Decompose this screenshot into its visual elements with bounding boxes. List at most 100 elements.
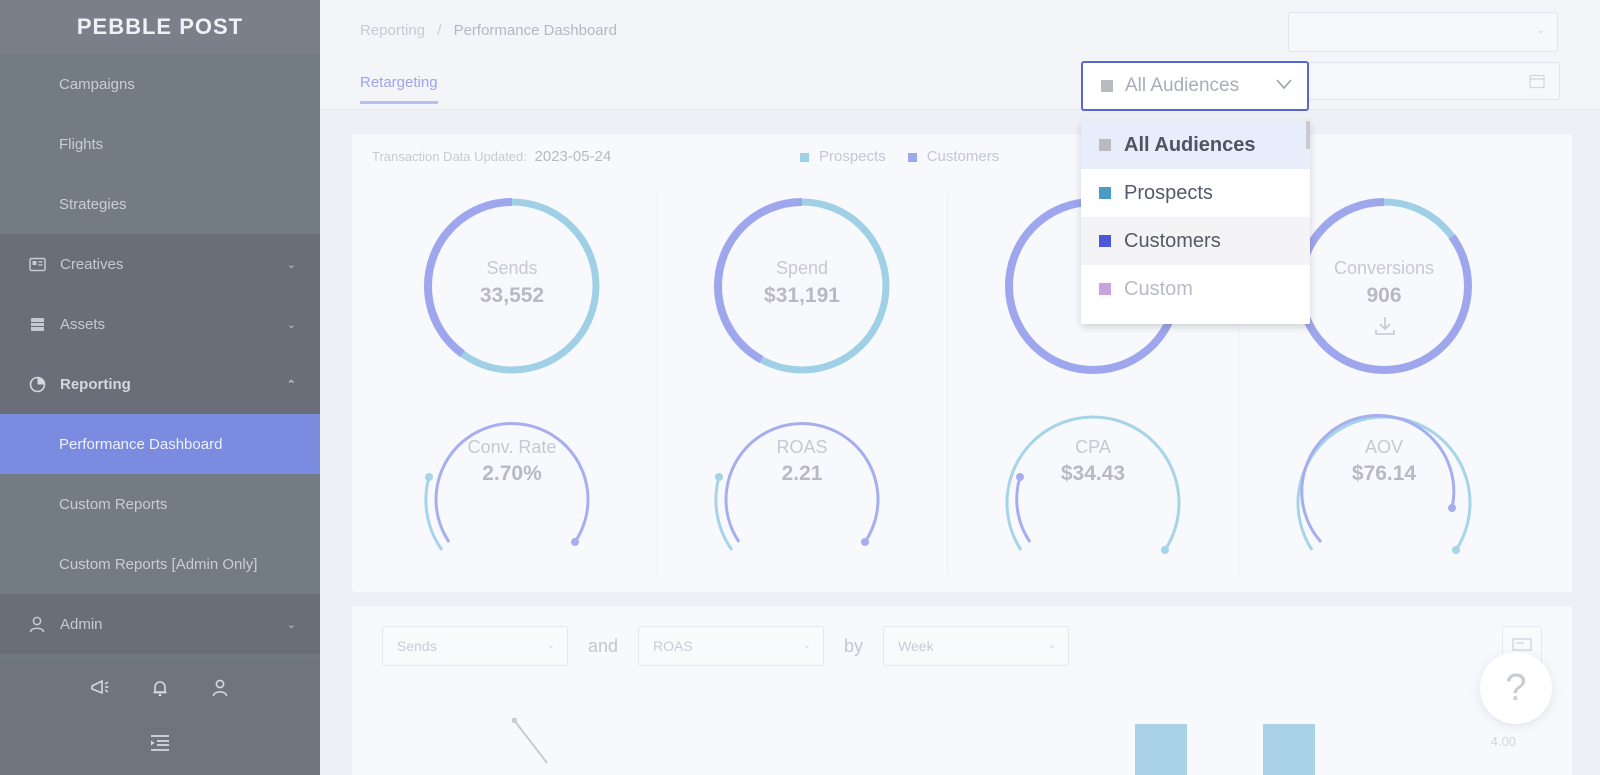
joiner-and: and <box>588 635 619 656</box>
summary-card: Transaction Data Updated: 2023-05-24 Pro… <box>352 134 1572 592</box>
chart-bar[interactable] <box>1135 724 1187 775</box>
chevron-down-icon: ⌄ <box>1536 25 1545 36</box>
breadcrumb: Reporting / Performance Dashboard <box>360 22 617 39</box>
chevron-down-icon: ⌄ <box>1047 640 1057 651</box>
page-header: Reporting / Performance Dashboard Retarg… <box>320 0 1600 110</box>
sidebar: PEBBLE POST Campaigns Flights Strategies… <box>0 0 320 775</box>
audience-color-swatch <box>1101 80 1113 92</box>
sidebar-item-strategies[interactable]: Strategies <box>59 195 127 213</box>
sidebar-item-custom-reports[interactable]: Custom Reports <box>59 495 168 513</box>
sidebar-group-reporting[interactable]: Reporting ⌃ <box>0 354 320 414</box>
gauge-value: 906 <box>1366 284 1402 307</box>
trend-line <box>512 718 548 764</box>
sidebar-footer <box>0 660 320 775</box>
audience-option-customers[interactable]: Customers <box>1081 217 1310 265</box>
gauge-value: 2.21 <box>781 462 823 485</box>
bell-icon[interactable] <box>150 678 170 698</box>
audience-select[interactable]: All Audiences <box>1081 61 1309 111</box>
gauge-label: Sends <box>486 258 538 278</box>
chevron-down-icon: ⌄ <box>286 258 296 271</box>
sidebar-group-creatives[interactable]: Creatives ⌄ <box>0 234 320 294</box>
gauge-label: Conversions <box>1333 258 1435 278</box>
gauge-label: Conv. Rate <box>467 437 557 457</box>
help-button[interactable]: ? <box>1480 652 1552 724</box>
grid-icon <box>28 315 46 333</box>
audience-menu: All Audiences Prospects Customers Custom <box>1081 121 1310 324</box>
joiner-by: by <box>844 635 864 656</box>
divider <box>947 194 948 574</box>
cpa-gauge[interactable]: CPA $34.43 <box>993 382 1193 582</box>
chevron-up-icon: ⌃ <box>286 378 296 391</box>
chevron-down-icon: ⌄ <box>286 618 296 631</box>
breadcrumb-parent[interactable]: Reporting <box>360 22 426 39</box>
sidebar-item-custom-reports-admin[interactable]: Custom Reports [Admin Only] <box>59 555 258 573</box>
main-content: Reporting / Performance Dashboard Retarg… <box>320 0 1600 775</box>
metric2-select[interactable]: ROAS ⌄ <box>638 626 825 666</box>
chevron-down-icon: ⌄ <box>546 640 555 651</box>
date-range-field[interactable] <box>1290 62 1560 100</box>
chevron-down-icon <box>1275 77 1293 95</box>
gauge-label: AOV <box>1364 437 1403 457</box>
conversions-gauge[interactable]: Conversions 906 <box>1284 186 1484 386</box>
audience-color-swatch <box>1099 139 1111 151</box>
divider <box>1238 194 1239 574</box>
sidebar-group-label: Reporting <box>60 375 131 393</box>
audience-option-prospects[interactable]: Prospects <box>1081 169 1310 217</box>
gauge-value: 2.70% <box>482 462 542 485</box>
aov-gauge[interactable]: AOV $76.14 <box>1284 382 1484 582</box>
transaction-updated-label: Transaction Data Updated: <box>372 149 527 164</box>
conv-rate-gauge[interactable]: Conv. Rate 2.70% <box>412 382 612 582</box>
sends-gauge[interactable]: Sends 33,552 <box>412 186 612 386</box>
megaphone-icon[interactable] <box>90 678 110 698</box>
sidebar-item-flights[interactable]: Flights <box>59 135 104 153</box>
gauge-label: ROAS <box>776 437 828 457</box>
account-select[interactable]: ⌄ <box>1288 12 1558 52</box>
image-icon <box>28 255 46 273</box>
user-icon[interactable] <box>210 678 230 698</box>
audience-option-custom: Custom <box>1081 265 1310 313</box>
spend-gauge[interactable]: Spend $31,191 <box>702 186 902 386</box>
breadcrumb-separator: / <box>437 22 442 39</box>
trend-chart-card: Sends ⌄ and ROAS ⌄ by Week ⌄ 4.00 <box>352 606 1572 775</box>
audience-option-all[interactable]: All Audiences <box>1081 121 1310 169</box>
gauge-value: $76.14 <box>1351 462 1417 485</box>
pie-chart-icon <box>28 375 46 393</box>
gauge-value: $34.43 <box>1060 462 1126 485</box>
sidebar-group-admin[interactable]: Admin ⌄ <box>0 594 320 654</box>
sidebar-item-performance-dashboard[interactable]: Performance Dashboard <box>0 414 320 474</box>
audience-legend: Prospects Customers <box>800 148 999 165</box>
gauge-label: CPA <box>1075 437 1111 457</box>
sidebar-item-campaigns[interactable]: Campaigns <box>59 75 135 93</box>
axis-tick-right: 4.00 <box>1490 734 1516 749</box>
user-icon <box>28 615 46 633</box>
menu-scrollbar[interactable] <box>1306 121 1310 149</box>
calendar-icon <box>1529 73 1545 94</box>
gauge-value: 33,552 <box>479 284 545 307</box>
brand-logo[interactable]: PEBBLE POST <box>0 0 320 54</box>
audience-color-swatch <box>1099 283 1111 295</box>
tab-retargeting[interactable]: Retargeting <box>360 74 438 104</box>
chart-controls: Sends ⌄ and ROAS ⌄ by Week ⌄ <box>382 626 1070 666</box>
campaigns-submenu: Campaigns Flights Strategies <box>0 54 320 234</box>
chart-bar[interactable] <box>1263 724 1315 775</box>
sidebar-group-label: Assets <box>60 315 106 333</box>
chevron-down-icon: ⌄ <box>286 318 296 331</box>
audience-color-swatch <box>1099 187 1111 199</box>
legend-item-prospects: Prospects <box>800 148 886 165</box>
roas-gauge[interactable]: ROAS 2.21 <box>702 382 902 582</box>
audience-select-value: All Audiences <box>1125 75 1240 96</box>
divider <box>657 194 658 574</box>
collapse-menu-icon[interactable] <box>150 734 170 757</box>
reporting-submenu: Performance Dashboard Custom Reports Cus… <box>0 414 320 594</box>
audience-color-swatch <box>1099 235 1111 247</box>
period-select[interactable]: Week ⌄ <box>883 626 1070 666</box>
sidebar-group-label: Creatives <box>60 255 124 273</box>
breadcrumb-current: Performance Dashboard <box>453 22 617 39</box>
legend-item-customers: Customers <box>907 148 999 165</box>
chevron-down-icon: ⌄ <box>802 640 812 651</box>
transaction-updated-value: 2023-05-24 <box>534 148 612 165</box>
sidebar-group-assets[interactable]: Assets ⌄ <box>0 294 320 354</box>
transaction-updated: Transaction Data Updated: 2023-05-24 <box>372 148 611 165</box>
sidebar-group-label: Admin <box>60 615 103 633</box>
metric1-select[interactable]: Sends ⌄ <box>382 626 568 666</box>
